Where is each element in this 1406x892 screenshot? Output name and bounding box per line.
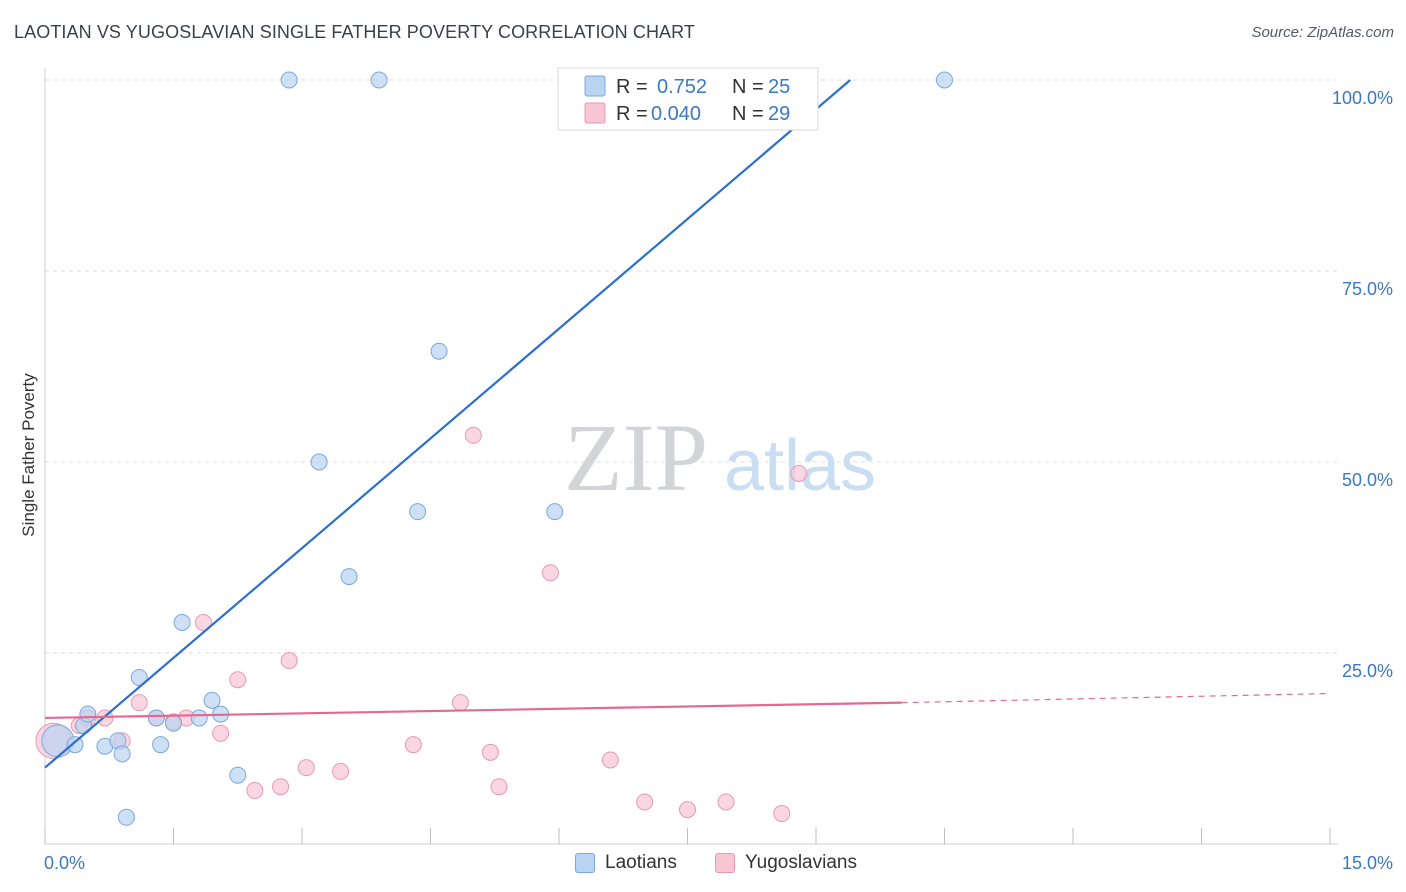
- yugoslavian-point-12: [246, 782, 264, 800]
- y-tick-label-100: 100.0%: [1332, 88, 1393, 108]
- laotian-point-22: [430, 342, 448, 360]
- yugoslavian-point-18: [451, 694, 469, 712]
- yugoslavian-point-24: [636, 793, 654, 811]
- laotian-point-16: [229, 766, 247, 784]
- legend-n-label-laotians: N =: [732, 76, 764, 98]
- legend-item-yugoslavians: Yugoslavians: [715, 852, 857, 874]
- laotian-point-12: [173, 613, 191, 631]
- yugoslavian-point-26: [717, 793, 735, 811]
- watermark-zip: ZIP: [564, 404, 708, 511]
- legend-n-value-laotians: 25: [768, 76, 790, 98]
- legend-item-laotians: Laotians: [575, 852, 677, 874]
- tick-labels: 100.0% 75.0% 50.0% 25.0% 0.0% 15.0%: [44, 88, 1393, 873]
- trendlines: [44, 79, 1331, 769]
- laotian-point-10: [152, 736, 170, 754]
- laotian-point-24: [936, 71, 953, 89]
- laotian-point-13: [190, 709, 208, 727]
- yugoslavian-point-17: [404, 736, 422, 754]
- legend-n-label-yugoslavians: N =: [732, 103, 764, 125]
- laotian-point-18: [310, 453, 328, 471]
- y-tick-label-25: 25.0%: [1342, 661, 1393, 681]
- yugoslavian-point-23: [601, 751, 619, 769]
- yugoslavian-point-28: [790, 464, 808, 482]
- series-legend: Laotians Yugoslavians: [0, 852, 1406, 878]
- laotian-points: [41, 71, 953, 826]
- yugoslavian-point-14: [280, 652, 298, 670]
- trendline-yugoslavians-2: [901, 692, 1331, 704]
- laotian-point-19: [340, 568, 358, 586]
- legend-n-value-yugoslavians: 29: [768, 103, 790, 125]
- yugoslavian-point-10: [212, 724, 230, 742]
- source-label: Source: ZipAtlas.com: [1251, 24, 1394, 41]
- laotian-point-11: [165, 714, 182, 732]
- axes: [44, 68, 1338, 845]
- yugoslavian-point-9: [194, 613, 212, 631]
- trendline-laotians-0: [44, 79, 851, 769]
- legend-r-value-yugoslavians: 0.040: [651, 103, 701, 125]
- yugoslavian-point-22: [541, 564, 559, 582]
- laotian-point-23: [546, 503, 564, 521]
- laotian-point-17: [280, 71, 298, 89]
- y-axis-label: Single Father Poverty: [19, 373, 38, 537]
- yugoslavian-point-13: [272, 778, 290, 796]
- laotian-point-7: [117, 808, 135, 826]
- yugoslavian-point-20: [481, 743, 499, 761]
- legend-r-label-yugoslavians: R =: [616, 103, 648, 125]
- laotian-point-14: [203, 691, 221, 709]
- yugoslavian-point-16: [332, 762, 350, 780]
- watermark: ZIP atlas: [564, 404, 876, 511]
- legend-swatch-laotians: [584, 75, 606, 97]
- x-tick-label-0: 0.0%: [44, 853, 85, 873]
- legend-r-label-laotians: R =: [616, 76, 648, 98]
- yugoslavian-point-27: [773, 804, 791, 822]
- y-tick-label-75: 75.0%: [1342, 279, 1393, 299]
- legend-swatch-yugoslavians-bottom: [715, 853, 735, 873]
- legend-swatch-yugoslavians: [584, 102, 606, 124]
- trendline-yugoslavians-1: [44, 701, 902, 720]
- laotian-point-21: [409, 503, 427, 521]
- x-tick-label-1: 15.0%: [1342, 853, 1393, 873]
- legend-swatch-laotians-bottom: [575, 853, 595, 873]
- correlation-legend: R = 0.752 N = 25 R = 0.040 N = 29: [557, 67, 819, 131]
- yugoslavian-point-19: [464, 426, 482, 444]
- y-tick-label-50: 50.0%: [1342, 470, 1393, 490]
- yugoslavian-point-15: [297, 759, 315, 777]
- laotian-point-1: [66, 736, 84, 754]
- legend-r-value-laotians: 0.752: [657, 76, 707, 98]
- yugoslavian-point-21: [490, 778, 508, 796]
- laotian-point-8: [130, 668, 148, 686]
- laotian-point-9: [147, 709, 165, 727]
- yugoslavian-point-25: [679, 801, 696, 819]
- legend-label-laotians: Laotians: [605, 852, 677, 873]
- yugoslavian-point-5: [130, 694, 148, 712]
- laotian-point-6: [113, 745, 131, 763]
- laotian-point-3: [79, 705, 97, 723]
- legend-label-yugoslavians: Yugoslavians: [745, 852, 857, 873]
- gridlines: [45, 79, 1338, 654]
- yugoslavian-point-11: [229, 671, 247, 689]
- chart-title: LAOTIAN VS YUGOSLAVIAN SINGLE FATHER POV…: [14, 22, 696, 42]
- laotian-point-20: [370, 71, 388, 89]
